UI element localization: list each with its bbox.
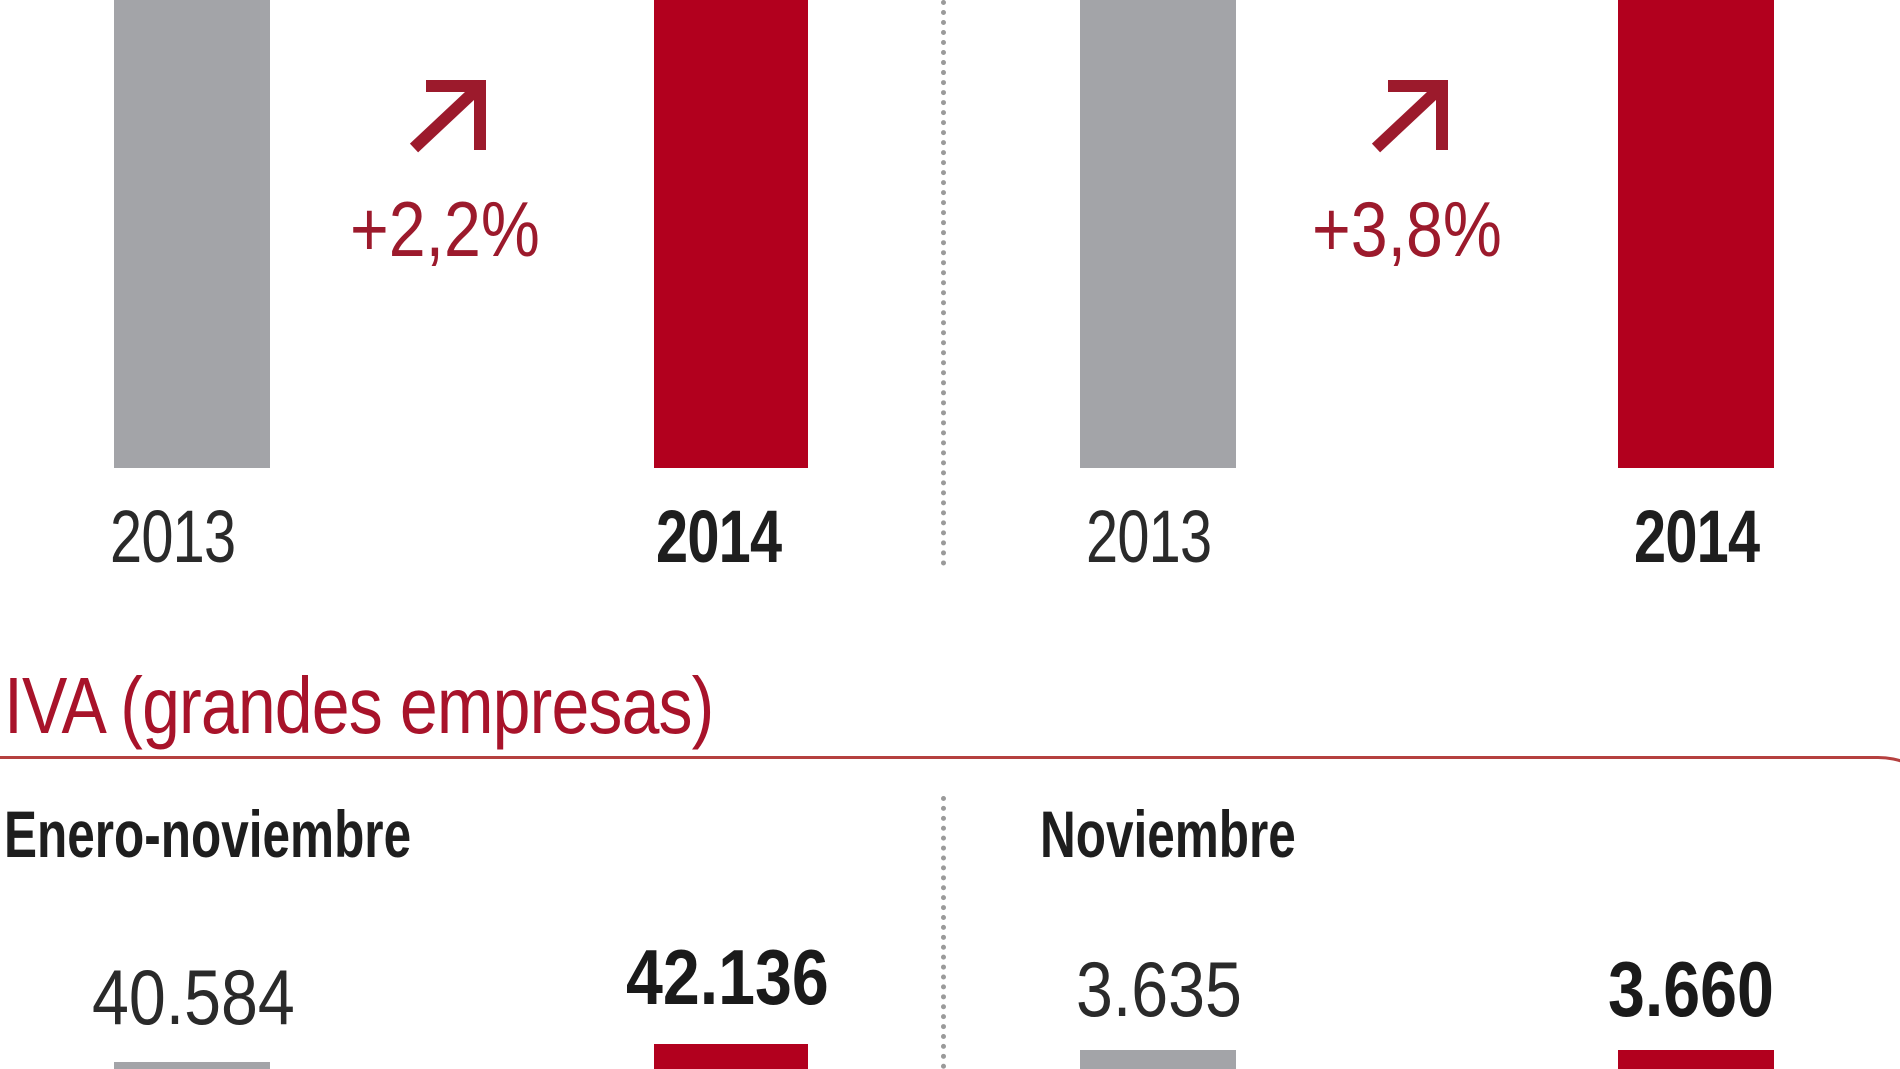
year-label-2013: 2013 [110, 495, 236, 578]
value-label-2014: 3.660 [1608, 945, 1774, 1033]
bar-2014 [654, 1044, 808, 1069]
change-label: +2,2% [350, 185, 540, 273]
bar-2014 [654, 0, 808, 468]
year-label-2013: 2013 [1086, 495, 1212, 578]
section-rule [0, 756, 1820, 759]
value-label-2014: 42.136 [626, 933, 829, 1021]
bar-2013 [1080, 0, 1236, 468]
panel-title: Enero-noviembre [4, 797, 412, 871]
arrow-up-right-icon [409, 80, 486, 153]
bar-2014 [1618, 0, 1774, 468]
bar-2013 [1080, 1050, 1236, 1069]
year-label-2014: 2014 [1634, 495, 1760, 578]
bar-2013 [114, 0, 270, 468]
panel-title: Noviembre [1040, 797, 1296, 871]
section-title: IVA (grandes empresas) [4, 661, 714, 750]
bar-2013 [114, 1062, 270, 1069]
bar-2014 [1618, 1050, 1774, 1069]
section-rule-corner [1818, 756, 1900, 956]
panel-divider-top [941, 0, 946, 566]
panel-divider-bottom [941, 796, 946, 1069]
value-label-2013: 40.584 [92, 953, 295, 1041]
year-label-2014: 2014 [656, 495, 782, 578]
arrow-up-right-icon [1371, 80, 1448, 153]
change-label: +3,8% [1312, 185, 1502, 273]
value-label-2013: 3.635 [1076, 945, 1242, 1033]
